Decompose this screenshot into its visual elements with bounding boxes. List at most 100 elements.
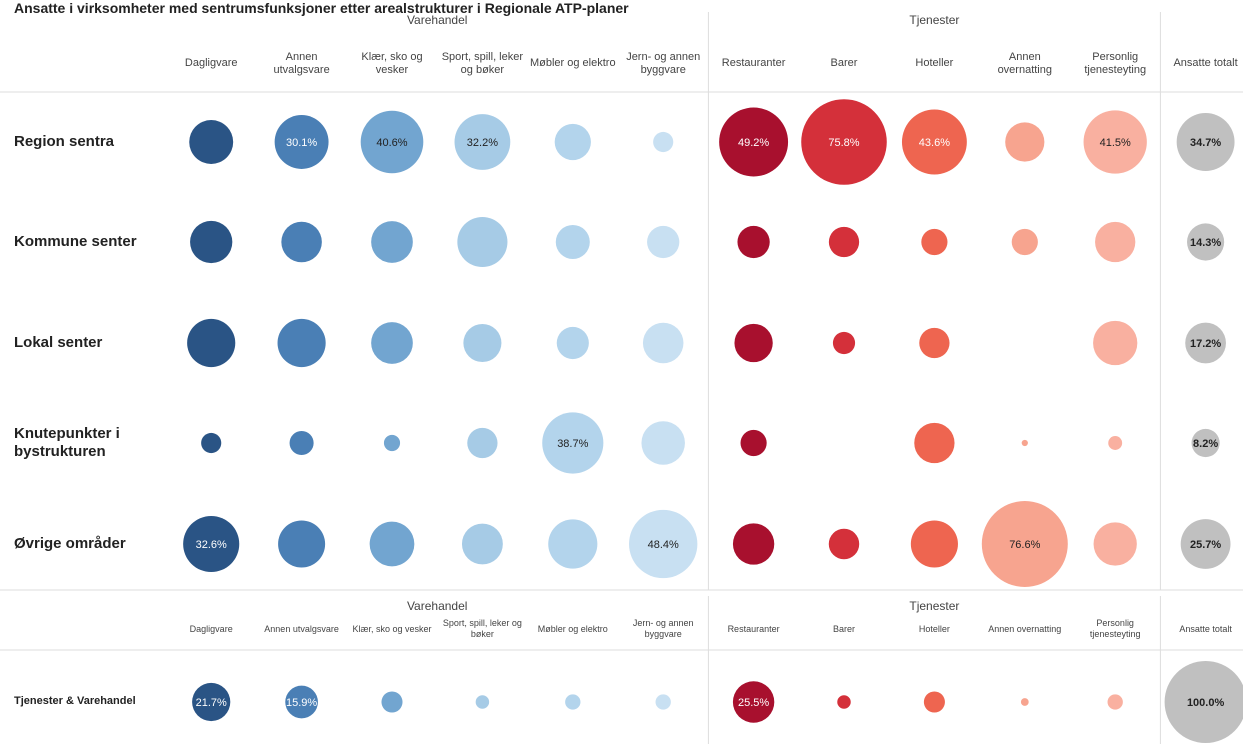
bubble xyxy=(461,523,503,565)
row-label: Øvrige områder xyxy=(14,535,126,552)
column-label: Jern- og annen byggvare xyxy=(632,618,694,639)
bubble xyxy=(1180,519,1231,569)
column-label: Ansatte totalt xyxy=(1173,57,1238,70)
bubble xyxy=(201,432,222,454)
bubble xyxy=(369,521,415,567)
value-label: 41.5% xyxy=(1100,137,1131,149)
bubble xyxy=(555,224,590,260)
bubble xyxy=(642,322,684,364)
value-label: 75.8% xyxy=(828,137,859,149)
column-label: Hoteller xyxy=(918,623,950,634)
column-label: Jern- og annen byggvare xyxy=(626,50,701,76)
bubble xyxy=(981,501,1068,587)
bubble xyxy=(565,694,581,710)
bubble xyxy=(1095,221,1136,263)
value-label: 40.6% xyxy=(376,137,407,149)
bubble xyxy=(921,228,948,256)
value-label: 100.0% xyxy=(1187,697,1225,709)
column-label: Sport, spill, leker og bøker xyxy=(441,50,524,76)
column-label: Møbler og elektro xyxy=(537,623,608,634)
bubble xyxy=(828,528,860,560)
column-label: Sport, spill, leker og bøker xyxy=(442,618,522,639)
bubble xyxy=(454,114,511,170)
value-label: 49.2% xyxy=(738,137,769,149)
bubble xyxy=(1083,110,1147,174)
bubble xyxy=(923,691,945,713)
value-label: 32.2% xyxy=(467,137,498,149)
bubble xyxy=(1011,228,1038,256)
bubble xyxy=(1005,122,1045,162)
column-label: Klær, sko og vesker xyxy=(352,623,432,634)
bubble xyxy=(1191,428,1220,458)
bubble xyxy=(556,326,589,360)
bubble xyxy=(183,515,240,573)
bubble xyxy=(360,110,424,174)
value-label: 25.7% xyxy=(1190,539,1221,551)
bubble xyxy=(274,115,329,169)
bubble xyxy=(189,120,234,164)
bubble xyxy=(383,434,401,452)
bubble xyxy=(1093,320,1138,366)
group-label: Varehandel xyxy=(406,598,468,613)
bubble xyxy=(837,695,851,709)
bubble xyxy=(457,216,508,268)
bubble xyxy=(732,681,775,723)
bubble xyxy=(1164,661,1243,743)
value-label: 17.2% xyxy=(1190,338,1221,350)
column-label: Dagligvare xyxy=(189,623,233,634)
bubble xyxy=(289,430,314,456)
value-label: 43.6% xyxy=(919,137,950,149)
value-label: 21.7% xyxy=(196,697,227,709)
bubble xyxy=(277,318,326,368)
column-label: Dagligvare xyxy=(184,57,238,70)
bubble xyxy=(281,221,322,263)
bubble xyxy=(1176,113,1235,171)
column-label: Restauranter xyxy=(721,57,786,70)
bubble xyxy=(740,429,767,457)
column-label: Annen overnatting xyxy=(997,50,1052,76)
bubble xyxy=(554,123,591,161)
bubble xyxy=(1187,223,1225,261)
column-label: Personlig tjenesteyting xyxy=(1089,618,1141,639)
bubble xyxy=(629,509,698,579)
bubble xyxy=(1107,694,1123,710)
bubble xyxy=(1093,522,1137,566)
bubble xyxy=(719,107,789,177)
bubble xyxy=(381,691,403,713)
column-label: Ansatte totalt xyxy=(1179,623,1232,634)
bubble xyxy=(737,225,770,259)
column-label: Annen overnatting xyxy=(988,623,1062,634)
bubble xyxy=(190,220,233,264)
column-label: Annen utvalgsvare xyxy=(273,50,330,76)
bubble xyxy=(641,421,685,465)
bubble xyxy=(187,318,236,368)
value-label: 38.7% xyxy=(557,438,588,450)
group-label: Varehandel xyxy=(406,12,468,27)
value-label: 32.6% xyxy=(196,539,227,551)
bubble xyxy=(653,131,674,153)
value-label: 8.2% xyxy=(1193,438,1218,450)
bubble xyxy=(734,323,773,363)
row-label: Knutepunkter i bystrukturen xyxy=(14,425,120,460)
value-label: 15.9% xyxy=(286,697,317,709)
column-label: Personlig tjenesteyting xyxy=(1084,50,1147,76)
column-label: Barer xyxy=(832,623,855,634)
bubble xyxy=(914,422,955,464)
bubble xyxy=(1021,439,1028,447)
value-label: 25.5% xyxy=(738,697,769,709)
column-label: Barer xyxy=(830,57,858,70)
bubble xyxy=(901,109,967,175)
bubble xyxy=(548,519,598,569)
column-label: Møbler og elektro xyxy=(529,57,616,70)
bubble xyxy=(1108,436,1123,450)
column-label: Klær, sko og vesker xyxy=(361,50,423,76)
bubble xyxy=(832,331,856,355)
bubble xyxy=(475,695,490,709)
bubble xyxy=(828,226,860,258)
bubble xyxy=(732,523,775,565)
bubble xyxy=(919,327,950,359)
bubble xyxy=(371,221,413,263)
column-label: Restauranter xyxy=(727,623,780,634)
row-label: Lokal senter xyxy=(14,334,103,351)
bubble xyxy=(542,412,604,474)
